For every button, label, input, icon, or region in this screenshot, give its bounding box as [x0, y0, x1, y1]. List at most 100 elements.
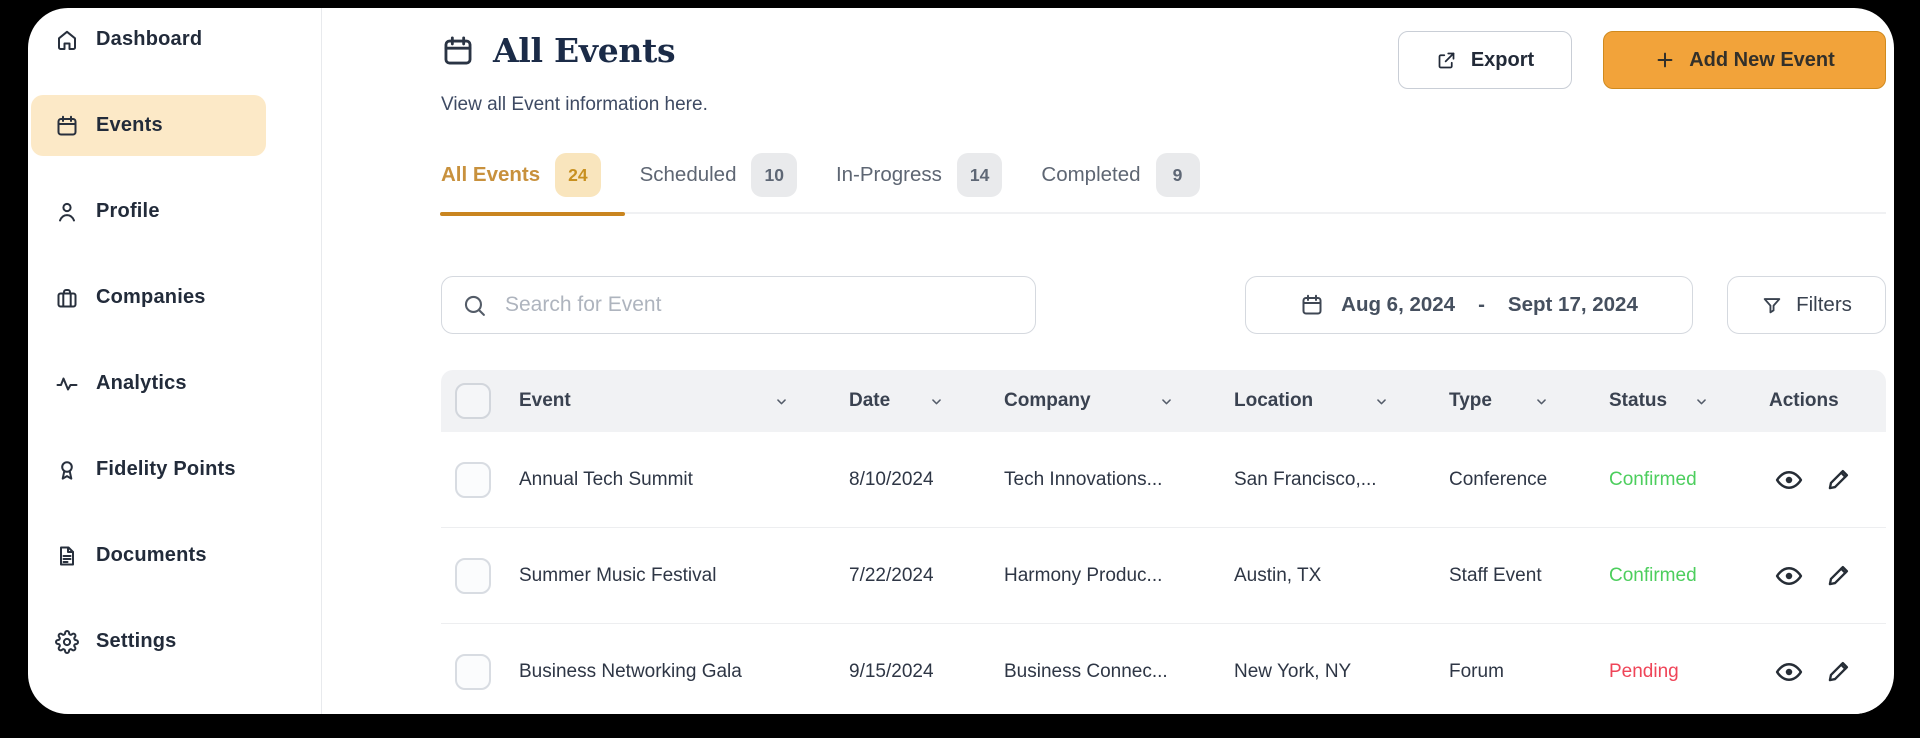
row-checkbox[interactable]: [455, 557, 491, 594]
row-checkbox[interactable]: [455, 461, 491, 498]
tab-count-badge: 14: [956, 153, 1003, 197]
cell-company: Harmony Produc...: [1004, 564, 1163, 586]
sidebar-item-documents[interactable]: Documents: [31, 525, 266, 586]
row-checkbox[interactable]: [455, 653, 491, 690]
toolbar: Aug 6, 2024 - Sept 17, 2024 Filters: [441, 276, 1886, 334]
view-icon[interactable]: [1774, 657, 1804, 687]
cell-date: 7/22/2024: [849, 564, 934, 586]
tab-label: All Events: [441, 163, 541, 186]
view-icon[interactable]: [1774, 561, 1804, 591]
export-label: Export: [1470, 48, 1535, 71]
chevron-down-icon: [1533, 393, 1550, 410]
tab-count-badge: 10: [751, 153, 797, 197]
filters-label: Filters: [1796, 293, 1852, 316]
table-header-row: Event Date Company Location Type Status …: [441, 370, 1886, 432]
edit-icon[interactable]: [1825, 561, 1853, 591]
select-all-checkbox[interactable]: [455, 383, 491, 419]
status-badge: Confirmed: [1609, 564, 1697, 586]
tab-completed[interactable]: Completed 9: [1041, 153, 1200, 197]
sidebar-item-label: Settings: [96, 630, 177, 652]
cell-company: Business Connec...: [1004, 660, 1168, 682]
export-button[interactable]: Export: [1398, 31, 1572, 89]
column-header-status[interactable]: Status: [1601, 390, 1761, 412]
sidebar-item-label: Fidelity Points: [96, 458, 236, 480]
tab-all-events[interactable]: All Events 24: [440, 153, 625, 216]
sidebar-item-label: Analytics: [96, 372, 187, 394]
select-all-cell: [441, 383, 511, 419]
filters-button[interactable]: Filters: [1727, 276, 1886, 334]
column-header-location[interactable]: Location: [1226, 390, 1441, 412]
tab-scheduled[interactable]: Scheduled 10: [640, 153, 797, 197]
column-header-type[interactable]: Type: [1441, 390, 1601, 412]
column-header-event[interactable]: Event: [511, 390, 841, 412]
edit-icon[interactable]: [1825, 465, 1853, 495]
document-icon: [55, 544, 79, 568]
column-header-date[interactable]: Date: [841, 390, 996, 412]
calendar-icon: [1300, 293, 1324, 317]
column-label: Location: [1234, 390, 1314, 411]
sidebar-item-label: Documents: [96, 544, 207, 566]
sidebar-item-label: Companies: [96, 286, 206, 308]
sidebar-item-fidelity-points[interactable]: Fidelity Points: [31, 439, 266, 500]
tab-label: Completed: [1041, 163, 1141, 186]
cell-location: San Francisco,...: [1234, 468, 1377, 490]
export-icon: [1436, 50, 1457, 71]
header-actions: Export Add New Event: [1398, 31, 1886, 89]
column-label: Status: [1609, 390, 1668, 411]
cell-type: Staff Event: [1449, 564, 1542, 586]
person-icon: [55, 200, 79, 224]
add-new-event-button[interactable]: Add New Event: [1603, 31, 1886, 89]
calendar-icon: [55, 114, 79, 138]
cell-actions: [1761, 657, 1886, 687]
table-row: Annual Tech Summit 8/10/2024 Tech Innova…: [441, 432, 1886, 528]
events-table: Event Date Company Location Type Status …: [441, 370, 1886, 714]
page-subtitle: View all Event information here.: [441, 94, 708, 115]
sidebar-item-label: Profile: [96, 200, 160, 222]
gear-icon: [55, 629, 79, 654]
table-body: Annual Tech Summit 8/10/2024 Tech Innova…: [441, 432, 1886, 714]
sidebar-item-events[interactable]: Events: [31, 95, 266, 156]
cell-location: New York, NY: [1234, 660, 1352, 682]
award-icon: [55, 458, 79, 482]
search-input[interactable]: [503, 292, 1015, 318]
sidebar-item-analytics[interactable]: Analytics: [31, 353, 266, 414]
chevron-down-icon: [1158, 393, 1175, 410]
tab-label: In-Progress: [835, 163, 942, 186]
status-badge: Confirmed: [1609, 468, 1697, 490]
column-label: Event: [519, 390, 571, 411]
app-panel: Dashboard Events Profile Companies Analy…: [28, 8, 1894, 714]
home-icon: [55, 28, 79, 52]
cell-actions: [1761, 561, 1886, 591]
briefcase-icon: [55, 286, 79, 310]
sidebar-item-companies[interactable]: Companies: [31, 267, 266, 328]
chevron-down-icon: [773, 393, 790, 410]
sidebar-item-settings[interactable]: Settings: [31, 611, 266, 672]
table-row: Business Networking Gala 9/15/2024 Busin…: [441, 624, 1886, 714]
view-icon[interactable]: [1774, 465, 1804, 495]
cell-date: 9/15/2024: [849, 660, 934, 682]
cell-event: Summer Music Festival: [519, 564, 717, 586]
row-select-cell: [441, 653, 511, 690]
search-icon: [462, 293, 487, 318]
cell-location: Austin, TX: [1234, 564, 1322, 586]
column-label: Type: [1449, 390, 1492, 411]
date-range-end: Sept 17, 2024: [1507, 293, 1638, 316]
date-range-picker[interactable]: Aug 6, 2024 - Sept 17, 2024: [1245, 276, 1693, 334]
chevron-down-icon: [928, 393, 945, 410]
sidebar-item-profile[interactable]: Profile: [31, 181, 266, 242]
cell-type: Forum: [1449, 660, 1504, 682]
column-header-actions: Actions: [1761, 390, 1886, 412]
main-content: All Events View all Event information he…: [322, 8, 1894, 714]
row-select-cell: [441, 461, 511, 498]
sidebar-item-label: Events: [96, 114, 163, 136]
column-label: Actions: [1769, 390, 1839, 411]
cell-actions: [1761, 465, 1886, 495]
toolbar-right: Aug 6, 2024 - Sept 17, 2024 Filters: [1245, 276, 1886, 334]
add-new-event-label: Add New Event: [1689, 48, 1835, 71]
page-header: All Events View all Event information he…: [441, 31, 1886, 116]
edit-icon[interactable]: [1825, 657, 1853, 687]
sidebar-item-dashboard[interactable]: Dashboard: [31, 9, 266, 70]
tab-in-progress[interactable]: In-Progress 14: [835, 153, 1003, 197]
column-header-company[interactable]: Company: [996, 390, 1226, 412]
